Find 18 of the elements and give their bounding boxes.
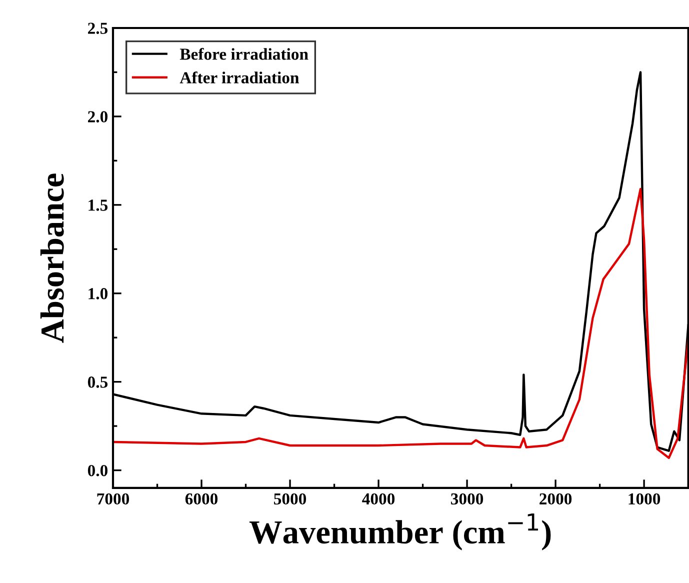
y-axis-title: Absorbance: [40, 174, 64, 343]
x-axis-title: Wavenumber (cm$^{−1}$): [249, 514, 551, 550]
y-tick-label: 0.5: [88, 376, 108, 388]
x-tick-label: 4000: [362, 493, 395, 505]
x-tick-label: 1000: [628, 493, 660, 505]
y-tick-label: 1.0: [88, 288, 108, 300]
x-tick-label: 6000: [185, 493, 218, 505]
x-tick-label: 3000: [450, 493, 484, 505]
y-tick-label: 2.5: [88, 22, 108, 34]
x-tick-label: 2000: [540, 493, 572, 505]
legend-label: Before irradiation: [180, 48, 308, 60]
x-tick-label: 5000: [274, 493, 306, 505]
line-series: [112, 188, 688, 460]
x-tick-label: 7000: [97, 493, 130, 505]
y-tick-label: 2.0: [88, 111, 108, 122]
legend-label: After irradiation: [180, 71, 299, 84]
y-tick-label: 1.5: [88, 200, 108, 211]
y-tick-label: 0.0: [88, 464, 108, 476]
